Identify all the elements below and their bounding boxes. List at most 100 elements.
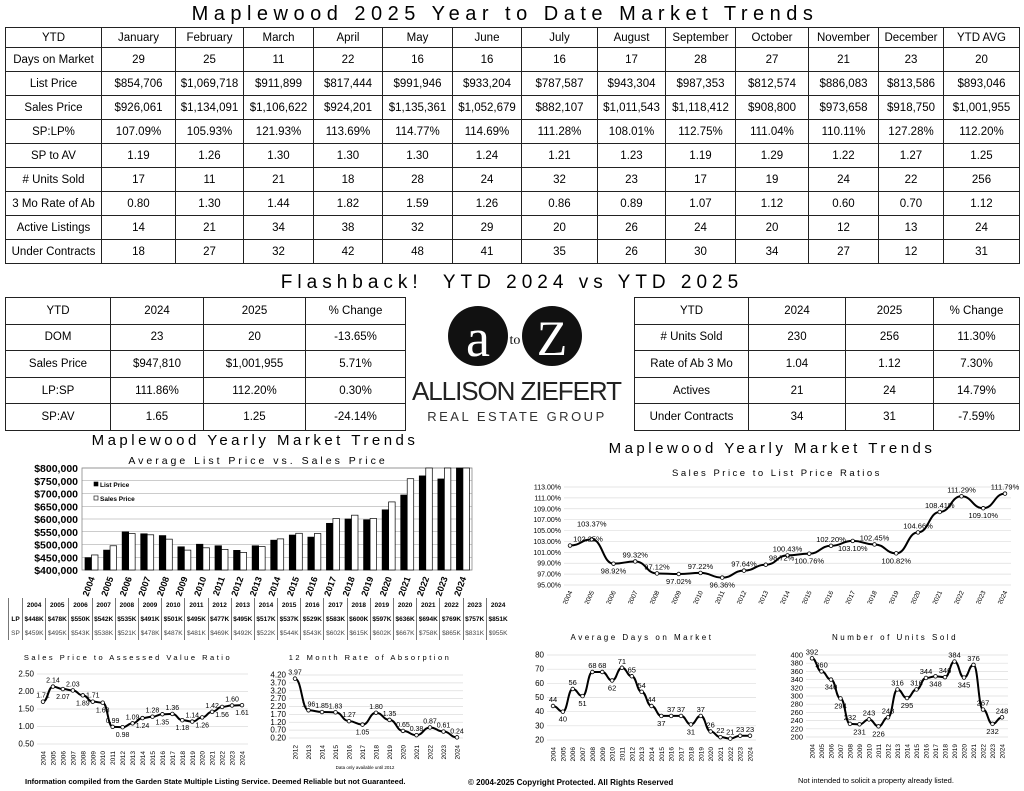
data-label: 99.32% [623, 550, 649, 559]
table-cell: 114.69% [452, 119, 522, 144]
y-tick-label: 0.20 [270, 734, 286, 743]
table-cell: 23 [110, 323, 204, 352]
data-label: 97.02% [666, 577, 692, 586]
table-cell: 1.82 [313, 191, 383, 216]
table-cell: 2022 [439, 598, 464, 612]
table-cell: 1.30 [175, 191, 244, 216]
row-label: Under Contracts [634, 403, 749, 431]
table-cell: 2015 [277, 598, 301, 612]
x-tick-label: 2019 [888, 590, 901, 604]
table-cell: 11.30% [933, 323, 1020, 352]
x-tick-label: 2019 [190, 751, 197, 766]
data-point [306, 708, 311, 713]
data-label: 1.61 [235, 710, 249, 717]
x-tick-label: 2018 [180, 751, 187, 766]
x-tick-label: 2004 [41, 751, 48, 766]
table-cell: $535K [114, 612, 139, 626]
data-point [763, 562, 768, 567]
data-point [828, 677, 834, 682]
table-cell: $667K [392, 626, 417, 640]
table-cell: 0.70 [878, 191, 944, 216]
row-label: Sales Price [5, 350, 111, 378]
table-cell: 38 [313, 215, 383, 240]
table-cell: 2010 [161, 598, 185, 612]
x-tick-label: 2017 [170, 751, 177, 766]
bar-list [437, 478, 445, 571]
data-label: 108.41% [925, 501, 955, 510]
table-cell: 29 [452, 215, 522, 240]
table-cell: 34 [748, 403, 846, 431]
table-cell: 18 [101, 239, 176, 264]
data-label: 345 [958, 681, 971, 690]
table-cell: $491K [137, 612, 162, 626]
x-tick-label: 2012 [229, 575, 245, 597]
x-tick-label: 2014 [905, 744, 912, 759]
table-cell: $478K [45, 612, 69, 626]
bar-list [251, 545, 259, 571]
bar-list [270, 539, 278, 571]
table-cell: June [452, 27, 522, 48]
data-point [698, 713, 703, 719]
data-point [219, 704, 225, 710]
y-tick-label: 340 [790, 675, 803, 684]
table-cell: $521K [114, 626, 139, 640]
table-cell: % Change [305, 297, 406, 325]
x-tick-label: 2012 [293, 745, 300, 760]
table-cell: $517K [253, 612, 278, 626]
table-cell: 24 [665, 215, 736, 240]
table-cell: 12 [878, 239, 944, 264]
table-cell: 114.77% [382, 119, 453, 144]
x-tick-label: 2005 [99, 575, 115, 597]
x-tick-label: 2006 [570, 747, 577, 762]
x-tick-label: 2020 [962, 744, 969, 759]
x-tick-label: 2008 [155, 575, 171, 597]
x-tick-label: 2024 [455, 745, 462, 760]
table-cell: 32 [243, 239, 314, 264]
data-label: 1.35 [156, 719, 170, 726]
data-point [590, 669, 595, 675]
data-label: 98.72% [769, 554, 795, 563]
data-label: 100.82% [881, 556, 911, 565]
y-tick-label: 107.00% [533, 517, 561, 524]
bar-list [214, 545, 222, 571]
table-cell: 27 [175, 239, 244, 264]
table-cell: 21 [175, 215, 244, 240]
data-point [570, 686, 575, 692]
table-cell: $543K [300, 626, 324, 640]
data-point [414, 732, 419, 738]
table-cell: 1.04 [748, 350, 846, 378]
data-point [550, 703, 556, 709]
data-point [668, 713, 674, 719]
table-cell: 1.59 [382, 191, 453, 216]
table-cell: $882,107 [521, 95, 598, 120]
bar-list [363, 519, 371, 571]
table-cell: 1.23 [597, 143, 666, 168]
bar-sales [165, 538, 173, 571]
y-tick-label: $650,000 [34, 501, 78, 513]
table-cell: $854,706 [101, 71, 176, 96]
table-cell: $495K [45, 626, 69, 640]
table-cell: 1.30 [243, 143, 314, 168]
x-tick-label: 2012 [736, 590, 749, 604]
data-label: 37 [667, 705, 675, 714]
bar-data-table: 2004 2005 2006 2007 2008 2009 2010 2011 2012 2013… [8, 598, 510, 640]
data-point [850, 538, 855, 544]
table-cell: 20 [521, 215, 598, 240]
data-label: 109.10% [968, 511, 998, 520]
table-cell: 41 [452, 239, 522, 264]
data-point [809, 656, 815, 661]
legend-swatch [93, 481, 99, 487]
table-cell: $973,658 [808, 95, 879, 120]
table-cell: 0.60 [808, 191, 879, 216]
table-cell: 1.12 [845, 350, 934, 378]
row-label: DOM [5, 323, 111, 352]
data-point [741, 568, 747, 573]
y-tick-label: $450,000 [34, 552, 78, 564]
x-tick-label: 2005 [584, 590, 597, 604]
x-tick-label: 2007 [70, 751, 77, 766]
x-tick-label: 2022 [220, 751, 227, 766]
bar-sales [369, 518, 377, 571]
data-point [619, 665, 625, 670]
data-point [981, 506, 986, 511]
table-cell: $481K [184, 626, 208, 640]
